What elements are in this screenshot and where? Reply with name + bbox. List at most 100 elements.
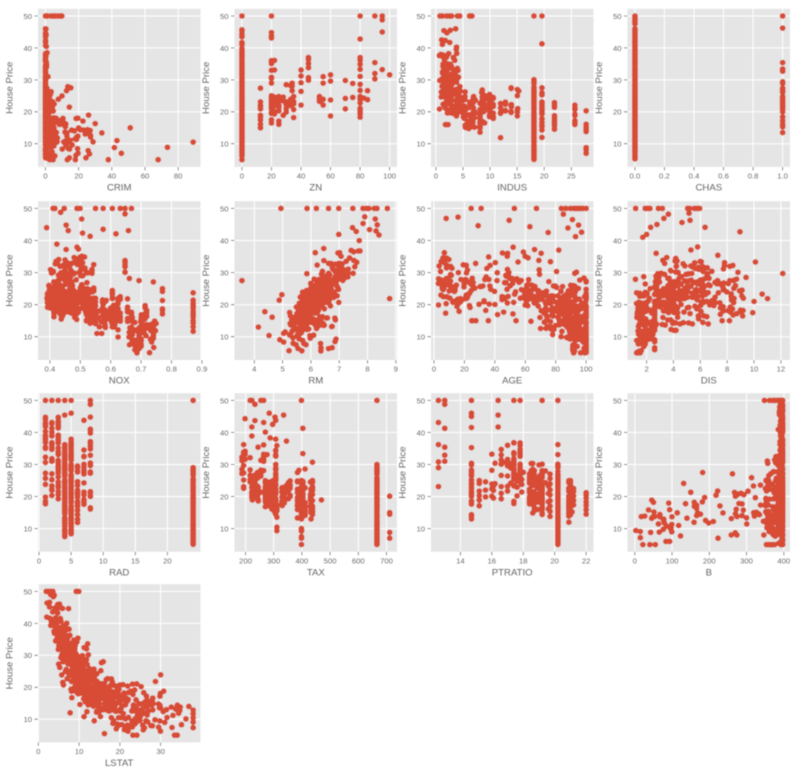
svg-text:40: 40 — [220, 236, 229, 245]
svg-text:20: 20 — [613, 492, 622, 501]
svg-text:0.6: 0.6 — [718, 171, 729, 180]
svg-text:0: 0 — [240, 171, 244, 180]
svg-text:50: 50 — [220, 204, 229, 213]
svg-text:10: 10 — [220, 525, 229, 534]
svg-text:ZN: ZN — [309, 182, 322, 193]
svg-text:20: 20 — [613, 108, 622, 117]
svg-text:0: 0 — [43, 171, 47, 180]
svg-text:14: 14 — [456, 556, 465, 565]
svg-text:House Price: House Price — [594, 446, 605, 498]
svg-text:40: 40 — [23, 619, 32, 628]
svg-text:10: 10 — [416, 525, 425, 534]
svg-text:40: 40 — [23, 44, 32, 53]
svg-text:5: 5 — [461, 171, 465, 180]
svg-text:House Price: House Price — [5, 446, 16, 498]
svg-text:0.8: 0.8 — [748, 171, 759, 180]
svg-text:600: 600 — [352, 556, 365, 565]
svg-text:18: 18 — [519, 556, 528, 565]
svg-text:30: 30 — [23, 76, 32, 85]
svg-text:20: 20 — [23, 492, 32, 501]
svg-text:DIS: DIS — [701, 376, 717, 387]
svg-text:LSTAT: LSTAT — [105, 758, 134, 767]
svg-text:60: 60 — [141, 171, 150, 180]
svg-text:0: 0 — [633, 556, 637, 565]
svg-text:50: 50 — [23, 12, 32, 21]
svg-text:10: 10 — [416, 333, 425, 342]
svg-text:30: 30 — [220, 460, 229, 469]
svg-text:15: 15 — [513, 171, 522, 180]
svg-text:10: 10 — [220, 140, 229, 149]
svg-text:20: 20 — [116, 747, 125, 756]
svg-text:House Price: House Price — [398, 254, 409, 306]
svg-text:TAX: TAX — [307, 567, 326, 578]
svg-text:AGE: AGE — [502, 376, 522, 387]
svg-text:House Price: House Price — [5, 637, 16, 689]
svg-text:20: 20 — [220, 301, 229, 310]
svg-text:10: 10 — [23, 715, 32, 724]
svg-text:House Price: House Price — [201, 446, 212, 498]
svg-text:50: 50 — [220, 396, 229, 405]
svg-text:40: 40 — [220, 44, 229, 53]
svg-text:House Price: House Price — [201, 254, 212, 306]
svg-text:0.5: 0.5 — [75, 365, 86, 374]
svg-text:7: 7 — [337, 365, 341, 374]
svg-text:4: 4 — [671, 365, 676, 374]
svg-text:500: 500 — [324, 556, 337, 565]
svg-text:40: 40 — [23, 236, 32, 245]
svg-text:50: 50 — [613, 12, 622, 21]
svg-text:22: 22 — [582, 556, 591, 565]
svg-text:50: 50 — [613, 204, 622, 213]
svg-text:40: 40 — [220, 428, 229, 437]
svg-text:20: 20 — [416, 301, 425, 310]
svg-text:0: 0 — [434, 171, 438, 180]
svg-text:10: 10 — [486, 171, 495, 180]
svg-text:2: 2 — [644, 365, 648, 374]
svg-text:B: B — [706, 567, 712, 578]
svg-text:60: 60 — [326, 171, 335, 180]
svg-text:40: 40 — [108, 171, 117, 180]
svg-text:12: 12 — [777, 365, 786, 374]
svg-text:5: 5 — [280, 365, 284, 374]
svg-text:0: 0 — [37, 556, 41, 565]
svg-text:30: 30 — [613, 460, 622, 469]
svg-text:0.0: 0.0 — [630, 171, 641, 180]
svg-text:0.8: 0.8 — [166, 365, 177, 374]
svg-text:20: 20 — [416, 492, 425, 501]
svg-text:House Price: House Price — [398, 446, 409, 498]
svg-text:10: 10 — [220, 333, 229, 342]
svg-text:20: 20 — [23, 301, 32, 310]
svg-text:House Price: House Price — [398, 62, 409, 114]
svg-text:10: 10 — [99, 556, 108, 565]
svg-text:80: 80 — [174, 171, 183, 180]
svg-text:50: 50 — [416, 396, 425, 405]
svg-text:50: 50 — [23, 587, 32, 596]
svg-text:30: 30 — [416, 460, 425, 469]
svg-text:8: 8 — [365, 365, 369, 374]
svg-text:0: 0 — [432, 365, 436, 374]
svg-text:50: 50 — [416, 204, 425, 213]
svg-text:30: 30 — [416, 76, 425, 85]
svg-text:10: 10 — [23, 140, 32, 149]
svg-text:40: 40 — [23, 428, 32, 437]
svg-text:10: 10 — [613, 525, 622, 534]
svg-text:30: 30 — [23, 460, 32, 469]
svg-text:20: 20 — [267, 171, 276, 180]
svg-text:House Price: House Price — [5, 254, 16, 306]
svg-text:20: 20 — [23, 108, 32, 117]
svg-text:30: 30 — [23, 651, 32, 660]
svg-text:40: 40 — [416, 428, 425, 437]
svg-text:0: 0 — [36, 747, 40, 756]
svg-text:9: 9 — [394, 365, 398, 374]
svg-text:PTRATIO: PTRATIO — [492, 567, 533, 578]
svg-text:30: 30 — [156, 747, 165, 756]
svg-text:80: 80 — [356, 171, 365, 180]
svg-text:20: 20 — [163, 556, 172, 565]
svg-text:20: 20 — [550, 556, 559, 565]
svg-text:40: 40 — [297, 171, 306, 180]
svg-text:House Price: House Price — [201, 62, 212, 114]
svg-text:80: 80 — [551, 365, 560, 374]
svg-text:200: 200 — [703, 556, 716, 565]
svg-text:INDUS: INDUS — [497, 182, 527, 193]
svg-text:CHAS: CHAS — [695, 182, 722, 193]
svg-text:30: 30 — [613, 269, 622, 278]
